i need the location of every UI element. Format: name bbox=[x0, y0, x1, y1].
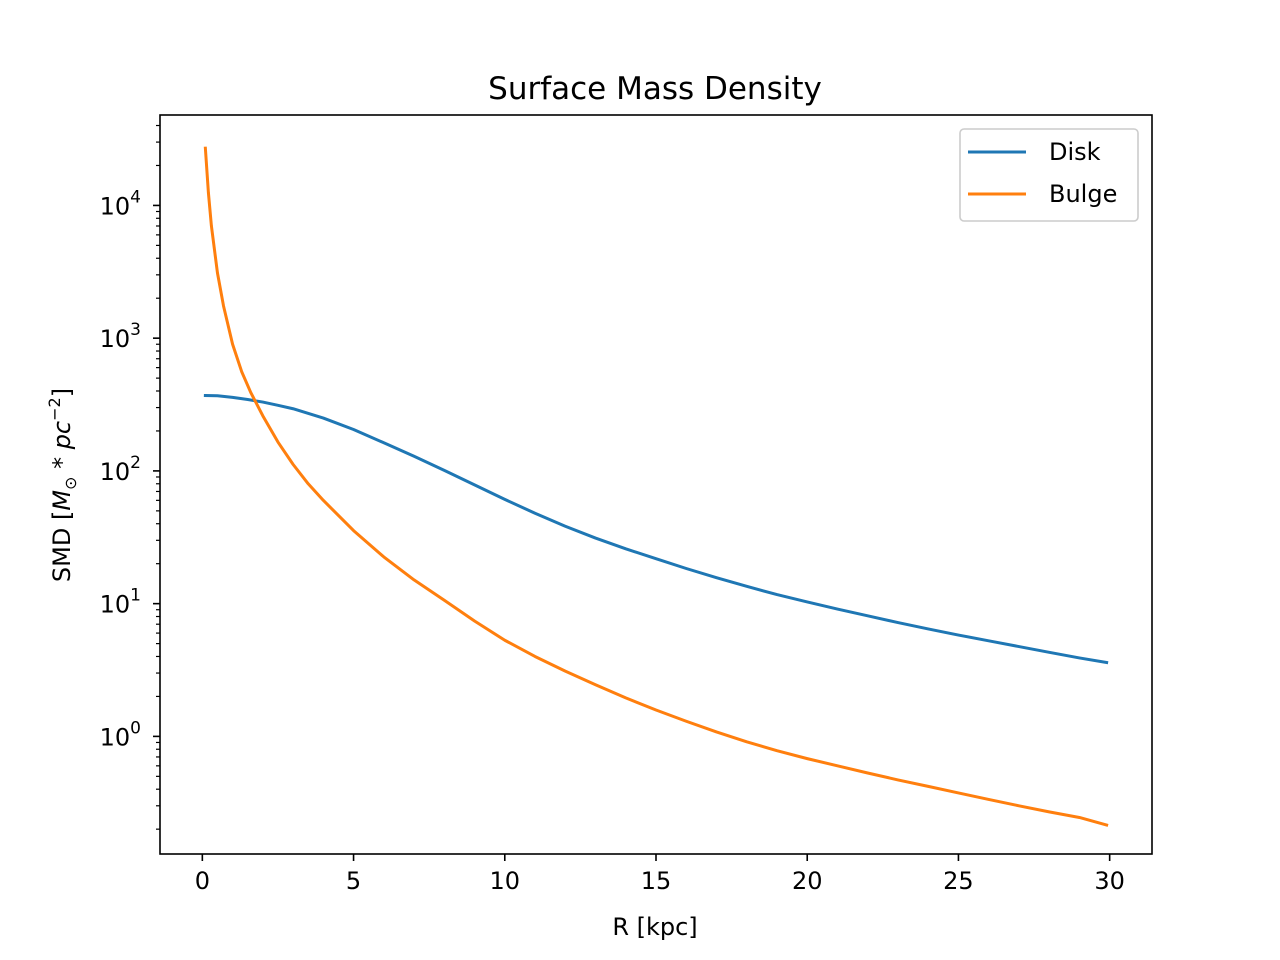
x-tick-label: 5 bbox=[346, 867, 361, 895]
x-tick-label: 30 bbox=[1094, 867, 1125, 895]
legend-label-bulge: Bulge bbox=[1049, 180, 1117, 208]
y-tick-label: 102 bbox=[100, 453, 141, 486]
y-label-sup: −2 bbox=[45, 397, 64, 421]
y-label-prefix: SMD [ bbox=[48, 511, 76, 582]
x-tick-label: 10 bbox=[490, 867, 521, 895]
x-axis-label: R [kpc] bbox=[612, 913, 697, 941]
y-axis-label: SMD [M⊙ * pc−2] bbox=[45, 388, 80, 582]
legend-label-disk: Disk bbox=[1049, 138, 1101, 166]
y-label-mid: * pc bbox=[48, 421, 76, 477]
y-label-sub: ⊙ bbox=[61, 477, 80, 490]
chart-title: Surface Mass Density bbox=[488, 71, 822, 107]
x-tick-label: 15 bbox=[641, 867, 672, 895]
x-tick-label: 0 bbox=[195, 867, 210, 895]
y-label-m: M bbox=[48, 490, 76, 511]
y-tick-label: 103 bbox=[100, 320, 141, 353]
x-tick-label: 20 bbox=[792, 867, 823, 895]
series-line-disk bbox=[203, 393, 1109, 665]
y-tick-label: 104 bbox=[100, 187, 141, 220]
y-tick-label: 101 bbox=[100, 586, 141, 619]
x-tick-label: 25 bbox=[943, 867, 974, 895]
y-tick-label: 100 bbox=[100, 718, 141, 751]
legend: Disk Bulge bbox=[959, 128, 1139, 222]
y-label-suffix: ] bbox=[48, 388, 76, 397]
series-line-bulge bbox=[203, 146, 1109, 827]
plot-area: 0 5 10 15 20 25 30 100 101 102 103 104 Disk Bulge bbox=[100, 114, 1153, 895]
